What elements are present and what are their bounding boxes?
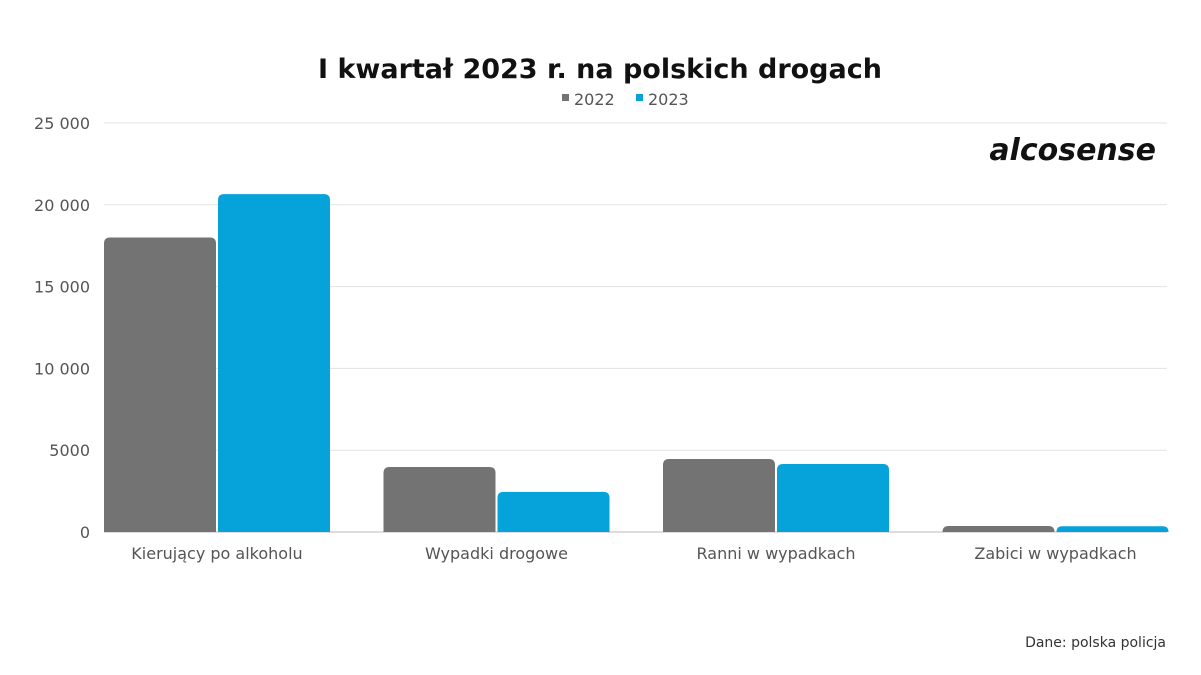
y-tick-label: 0 (80, 523, 90, 542)
legend-label-2023: 2023 (648, 90, 689, 109)
x-category-label: Ranni w wypadkach (697, 544, 856, 563)
gridlines: 0 5000 10 000 15 000 20 000 25 000 (34, 114, 1167, 542)
y-tick-label: 10 000 (34, 359, 90, 378)
y-tick-label: 5000 (49, 441, 90, 460)
bar-2022 (663, 459, 775, 532)
bar-2022 (942, 525, 1055, 532)
bar-2023 (777, 463, 889, 532)
legend-swatch-2023 (636, 94, 643, 101)
x-category-label: Wypadki drogowe (425, 544, 568, 563)
bar-2022 (104, 237, 216, 532)
legend-swatch-2022 (562, 94, 569, 101)
legend: 2022 2023 (562, 90, 689, 109)
logo-text: alcosense (989, 133, 1156, 168)
bar-2023 (1056, 526, 1169, 532)
y-tick-label: 20 000 (34, 196, 90, 215)
category-labels: Kierujący po alkoholu Wypadki drogowe Rann… (131, 544, 1136, 563)
legend-label-2022: 2022 (574, 90, 615, 109)
y-tick-label: 25 000 (34, 114, 90, 133)
bar-2022 (383, 467, 496, 532)
bar-2023 (218, 194, 330, 532)
x-category-label: Zabici w wypadkach (974, 544, 1136, 563)
bars (104, 194, 1169, 532)
chart-title: I kwartał 2023 r. na polskich drogach (318, 54, 882, 85)
y-tick-label: 15 000 (34, 278, 90, 297)
source-note: Dane: polska policja (1025, 635, 1166, 651)
x-category-label: Kierujący po alkoholu (131, 544, 302, 563)
bar-2023 (497, 491, 610, 532)
alcosense-logo: alcosense (989, 133, 1156, 168)
